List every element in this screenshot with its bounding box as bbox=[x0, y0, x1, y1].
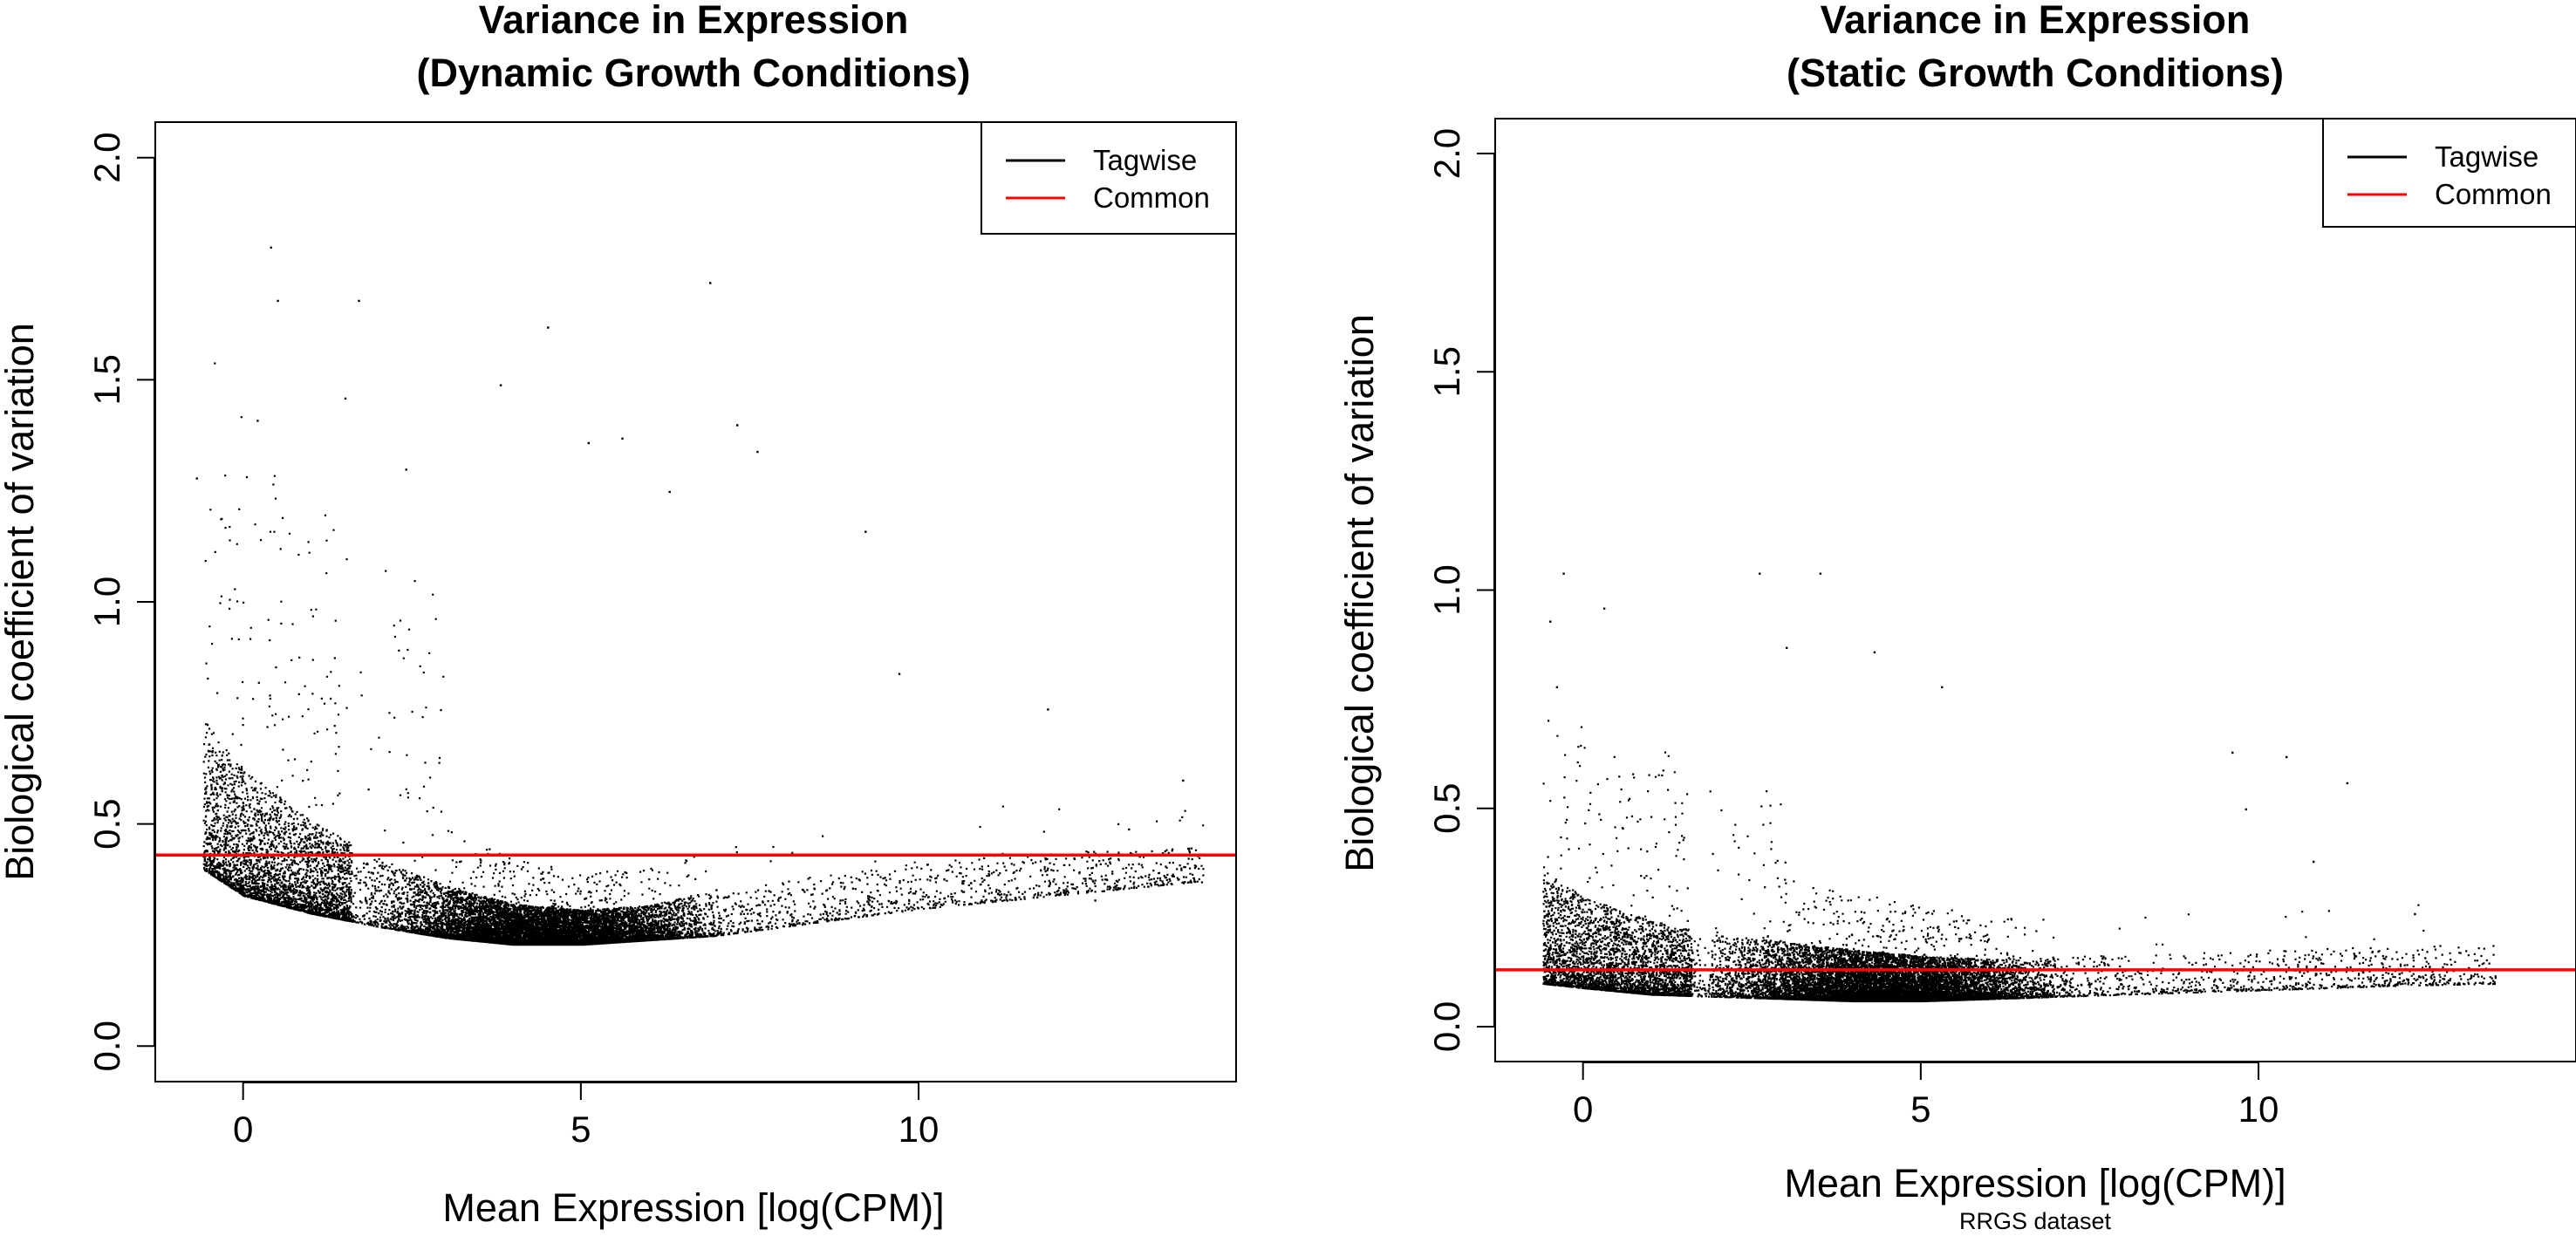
y-tick-label: 0.5 bbox=[86, 798, 127, 849]
x-axis-label: Mean Expression [log(CPM)] bbox=[1784, 1161, 2286, 1205]
y-axis: 0.0 0.5 1.0 1.5 2.0 bbox=[1426, 128, 1495, 1052]
scatter-points bbox=[1542, 572, 2497, 1003]
y-tick-label: 1.5 bbox=[1426, 346, 1467, 397]
y-tick-label: 1.0 bbox=[1426, 564, 1467, 615]
y-tick-label: 0.5 bbox=[1426, 783, 1467, 834]
legend-box bbox=[981, 121, 1237, 235]
x-tick-label: 0 bbox=[233, 1109, 253, 1150]
y-tick-label: 1.0 bbox=[86, 577, 127, 627]
chart-title-line-2: (Static Growth Conditions) bbox=[1787, 51, 2284, 95]
chart-title-line-1: Variance in Expression bbox=[1821, 0, 2251, 42]
legend-label-common: Common bbox=[2435, 178, 2552, 210]
y-axis: 0.0 0.5 1.0 1.5 2.0 bbox=[86, 133, 155, 1071]
x-tick-label: 10 bbox=[899, 1109, 940, 1150]
y-tick-label: 1.5 bbox=[86, 354, 127, 405]
x-tick-label: 0 bbox=[1573, 1089, 1593, 1130]
x-axis: 0 5 10 bbox=[233, 1082, 939, 1150]
y-tick-label: 0.0 bbox=[86, 1021, 127, 1071]
legend: Tagwise Common bbox=[2322, 118, 2576, 228]
chart-title-line-2: (Dynamic Growth Conditions) bbox=[417, 51, 971, 95]
data-points-tagwise bbox=[1542, 572, 2497, 1003]
y-axis-label: Biological coefficient of variation bbox=[1337, 314, 1382, 872]
y-tick-label: 2.0 bbox=[1426, 128, 1467, 179]
x-tick-label: 5 bbox=[571, 1109, 591, 1150]
chart-static: Variance in Expression (Static Growth Co… bbox=[1337, 0, 2576, 1234]
x-axis-label: Mean Expression [log(CPM)] bbox=[442, 1185, 944, 1230]
chart-dynamic: Variance in Expression (Dynamic Growth C… bbox=[0, 0, 1237, 1230]
x-tick-label: 5 bbox=[1910, 1089, 1930, 1130]
y-tick-label: 0.0 bbox=[1426, 1001, 1467, 1052]
legend: Tagwise Common bbox=[981, 121, 1237, 235]
y-axis-label: Biological coefficient of variation bbox=[0, 323, 42, 881]
x-tick-label: 10 bbox=[2238, 1089, 2279, 1130]
legend-label-common: Common bbox=[1093, 181, 1210, 214]
chart-title-line-1: Variance in Expression bbox=[479, 0, 909, 42]
legend-label-tagwise: Tagwise bbox=[2435, 140, 2538, 173]
y-tick-label: 2.0 bbox=[86, 133, 127, 183]
legend-label-tagwise: Tagwise bbox=[1093, 144, 1197, 176]
x-axis: 0 5 10 bbox=[1573, 1062, 2279, 1130]
legend-box bbox=[2322, 118, 2576, 228]
caption: RRGS dataset bbox=[1959, 1208, 2112, 1234]
